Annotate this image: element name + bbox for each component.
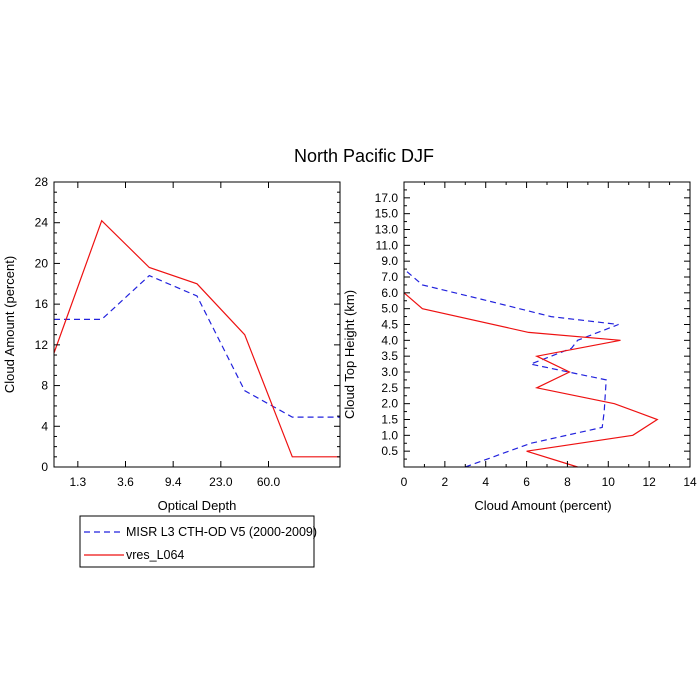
legend-label-model: vres_L064 [126, 548, 184, 562]
right-x-tick-label: 6 [523, 475, 530, 489]
right-y-tick-label: 1.0 [381, 428, 398, 442]
right-y-tick-label: 6.0 [381, 286, 398, 300]
right-y-tick-label: 11.0 [376, 238, 399, 252]
left-series-model-line [53, 219, 340, 458]
right-y-tick-label: 7.0 [381, 270, 398, 284]
right-y-tick-label: 13.0 [375, 223, 399, 237]
right-x-tick-label: 0 [401, 475, 408, 489]
left-y-tick-label: 28 [35, 175, 49, 189]
left-plot-frame [53, 181, 341, 468]
legend-label-misr: MISR L3 CTH-OD V5 (2000-2009) [126, 525, 317, 539]
right-x-axis-title: Cloud Amount (percent) [474, 498, 611, 513]
chart-title: North Pacific DJF [294, 146, 434, 166]
right-y-tick-label: 5.0 [381, 302, 398, 316]
left-series-misr-line [54, 274, 340, 418]
legend: MISR L3 CTH-OD V5 (2000-2009) vres_L064 [79, 515, 317, 568]
left-y-tick-label: 4 [41, 419, 48, 433]
right-y-tick-label: 1.5 [381, 413, 398, 427]
right-x-tick-label: 14 [683, 475, 697, 489]
right-y-tick-label: 0.5 [381, 444, 398, 458]
left-y-tick-label: 20 [35, 256, 49, 270]
left-chart-panel: 0 4 8 12 16 20 24 28 1.3 3.6 9.4 23.0 60.0 Optical De… [2, 175, 341, 513]
right-x-tick-label: 12 [642, 475, 656, 489]
left-x-tick-label: 1.3 [69, 475, 86, 489]
right-x-tick-label: 4 [482, 475, 489, 489]
right-y-tick-label: 15.0 [375, 207, 399, 221]
left-x-tick-label: 23.0 [209, 475, 233, 489]
left-y-tick-label: 12 [35, 338, 49, 352]
right-plot-frame [403, 181, 691, 468]
right-x-tick-label: 2 [442, 475, 449, 489]
right-x-tick-label: 8 [564, 475, 571, 489]
left-x-axis-title: Optical Depth [158, 498, 237, 513]
right-x-tick-label: 10 [602, 475, 616, 489]
right-y-tick-label: 4.5 [381, 318, 398, 332]
right-y-tick-label: 3.0 [381, 365, 398, 379]
right-y-tick-label: 2.5 [381, 381, 398, 395]
left-y-tick-label: 24 [35, 216, 49, 230]
left-y-tick-label: 0 [41, 460, 48, 474]
left-x-tick-label: 60.0 [257, 475, 281, 489]
right-y-tick-label: 3.5 [381, 349, 398, 363]
right-y-tick-label: 4.0 [381, 333, 398, 347]
left-y-axis-title: Cloud Amount (percent) [2, 256, 17, 393]
right-y-tick-label: 2.0 [381, 397, 398, 411]
left-x-tick-label: 9.4 [165, 475, 182, 489]
right-y-tick-label: 9.0 [381, 254, 398, 268]
left-x-tick-label: 3.6 [117, 475, 134, 489]
left-y-tick-label: 8 [41, 379, 48, 393]
right-y-tick-label: 17.0 [375, 191, 399, 205]
right-series-misr-line [403, 268, 619, 468]
legend-box [79, 515, 315, 568]
left-y-tick-label: 16 [35, 297, 49, 311]
right-series-model-line [403, 292, 659, 468]
right-y-axis-title: Cloud Top Height (km) [342, 290, 357, 419]
right-chart-panel: 0 2 4 6 8 10 12 14 0.5 1.01.5 2.0 2.5 3.0 3.5 4.04.5 5.… [342, 181, 697, 513]
